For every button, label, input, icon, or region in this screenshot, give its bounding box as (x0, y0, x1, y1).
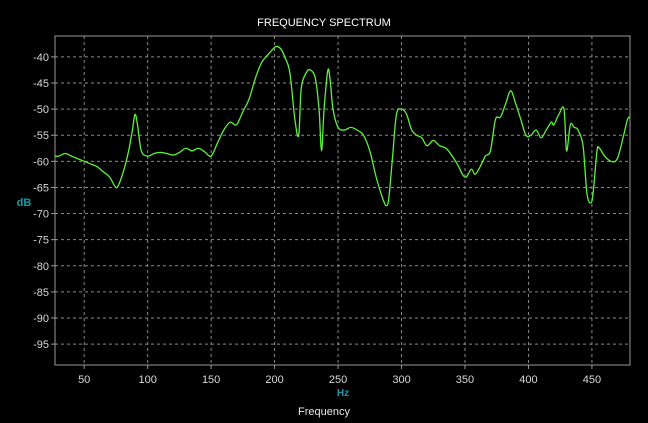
y-tick-label: -80 (33, 261, 49, 273)
series-layer (54, 45, 631, 207)
x-tick-label: 150 (202, 374, 220, 386)
y-tick-label: -70 (33, 209, 49, 221)
x-axis-unit: Hz (337, 388, 349, 399)
plot-frame (54, 35, 631, 366)
x-tick-label: 350 (456, 374, 474, 386)
x-tick-label: 200 (265, 374, 283, 386)
y-tick-label: -55 (33, 130, 49, 142)
y-tick-label: -60 (33, 156, 49, 168)
y-tick-labels: -40 -45 -50 -55 -60 -65 -70 -75 -80 -85 -90 -95 (33, 52, 49, 351)
y-tick-label: -50 (33, 104, 49, 116)
x-tick-label: 100 (138, 374, 156, 386)
y-tick-label: -40 (33, 52, 49, 64)
x-tick-label: 300 (392, 374, 410, 386)
x-tick-label: 450 (583, 374, 601, 386)
y-axis-label: dB (17, 197, 32, 209)
y-tick-label: -90 (33, 313, 49, 325)
x-tick-label: 400 (519, 374, 537, 386)
x-tick-label: 50 (78, 374, 90, 386)
spectrum-line (54, 45, 631, 207)
x-tick-label: 250 (329, 374, 347, 386)
y-tick-label: -45 (33, 78, 49, 90)
y-tick-label: -95 (33, 339, 49, 351)
y-tick-label: -85 (33, 287, 49, 299)
y-tick-label: -65 (33, 182, 49, 194)
chart-title: FREQUENCY SPECTRUM (257, 17, 391, 29)
grid (51, 36, 630, 369)
y-tick-label: -75 (33, 235, 49, 247)
x-tick-labels: 50 100 150 200 250 300 350 400 450 (78, 374, 601, 386)
x-axis-label: Frequency (298, 406, 350, 418)
